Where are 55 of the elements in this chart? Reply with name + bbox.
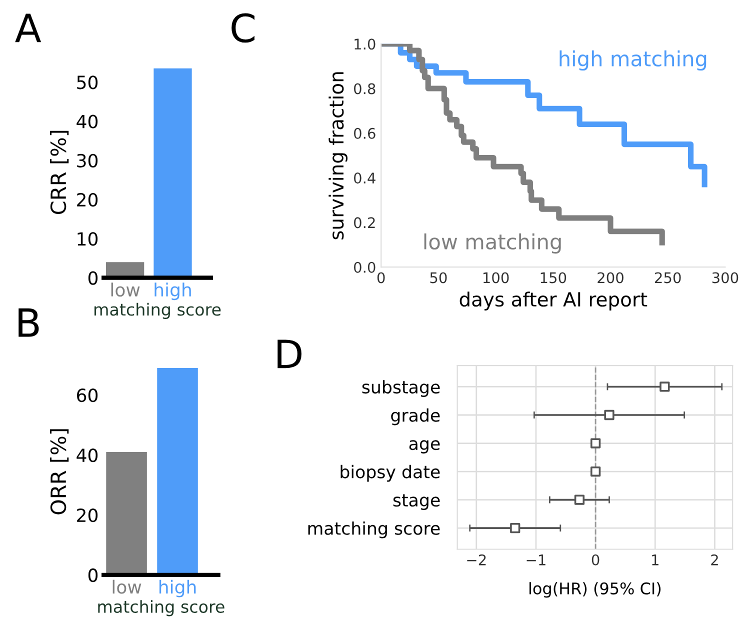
point (590, 438, 601, 448)
y-tick-label: age (409, 440, 440, 454)
series-label: low matching (424, 233, 561, 254)
x-tick-label: 50 (430, 272, 447, 284)
y-axis-title: surviving fraction (328, 72, 348, 240)
y-tick-label: 60 (77, 388, 98, 402)
y-tick-label: 1.0 (354, 38, 376, 50)
text: B (18, 308, 39, 337)
y-tick-label: stage (393, 494, 440, 510)
point (574, 494, 585, 505)
x-tick-label: −2 (467, 554, 486, 566)
x-axis-title: log(HR) (95% CI) (530, 582, 661, 598)
x-tick-label: 300 (712, 272, 738, 284)
y-tick-label: 40 (76, 114, 98, 128)
text: D (278, 340, 302, 368)
y-tick-label: 0.6 (354, 128, 376, 139)
x-tick-label: low (111, 282, 140, 297)
x-tick-label: −1 (526, 554, 546, 566)
y-tick-label: 40 (76, 448, 98, 462)
point (590, 466, 601, 477)
y-tick-label: 0 (88, 568, 98, 582)
x-tick-label: low (112, 580, 142, 594)
x-tick-label: 1 (652, 554, 658, 566)
y-tick-label: 0.0 (354, 262, 376, 273)
x-tick-label: high (154, 282, 191, 300)
x-tick-label: 100 (483, 272, 509, 284)
text: C (232, 13, 254, 43)
x-tick-label: 200 (598, 272, 624, 284)
y-tick-label: 0.8 (354, 83, 376, 94)
y-tick-label: 20 (77, 192, 98, 207)
y-tick-label: 30 (77, 154, 98, 168)
x-tick-label: 250 (655, 272, 681, 284)
point (604, 410, 614, 420)
y-tick-label: 50 (77, 76, 98, 90)
y-tick-label: 0.4 (354, 172, 376, 184)
y-axis-title: CRR [%] (50, 130, 69, 214)
y-tick-label: substage (362, 380, 440, 397)
text: A (15, 14, 42, 42)
point (660, 382, 670, 392)
y-tick-label: matching score (308, 521, 440, 538)
y-tick-label: 10 (78, 232, 98, 246)
series-label: high matching (560, 50, 706, 71)
x-axis-title: matching score (98, 600, 224, 616)
y-tick-label: 0.2 (354, 217, 375, 228)
y-tick-label: 20 (77, 508, 98, 522)
point (510, 522, 520, 534)
x-axis-title: days after AI report (460, 292, 648, 310)
y-tick-label: grade (391, 408, 440, 426)
y-tick-label: biopsy date (340, 464, 440, 482)
x-tick-label: 0 (377, 272, 385, 284)
x-tick-label: high (159, 580, 196, 598)
y-axis-title: ORR [%] (50, 429, 69, 514)
x-tick-label: 150 (540, 272, 566, 284)
x-tick-label: 0 (592, 554, 600, 566)
x-tick-label: 2 (711, 554, 718, 566)
